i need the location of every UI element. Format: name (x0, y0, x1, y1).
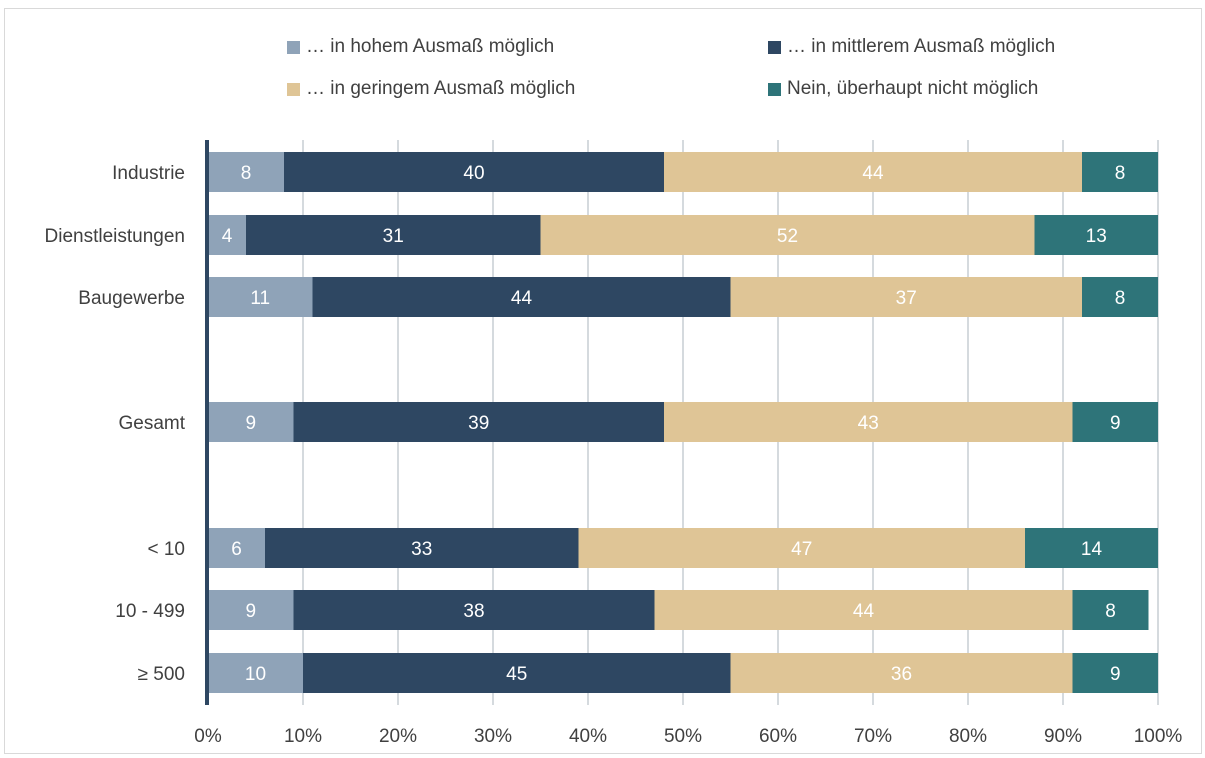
data-label: 9 (245, 413, 256, 434)
bar-segment (1082, 277, 1158, 317)
bar-segment (303, 653, 731, 693)
bar-segment (208, 653, 303, 693)
data-label: 31 (383, 226, 404, 247)
bar-segment (208, 215, 246, 255)
legend-item-geringem: … in geringem Ausmaß möglich (287, 78, 575, 100)
data-label: 37 (896, 288, 917, 309)
x-tick-label: 60% (759, 726, 797, 747)
data-label: 9 (1110, 413, 1121, 434)
data-label: 33 (411, 539, 432, 560)
bar-segment (246, 215, 541, 255)
bar-segment (293, 590, 655, 630)
bar-segment (284, 152, 664, 192)
data-label: 40 (463, 163, 484, 184)
legend-label-mittlerem: … in mittlerem Ausmaß möglich (787, 36, 1056, 57)
bar-segment (312, 277, 731, 317)
data-label: 38 (463, 601, 484, 622)
bar-segment (1072, 653, 1158, 693)
bar-segment (265, 528, 579, 568)
data-label: 45 (506, 664, 527, 685)
data-label: 39 (468, 413, 489, 434)
data-label: 44 (511, 288, 533, 309)
data-label: 11 (250, 288, 270, 309)
x-tick-label: 50% (664, 726, 702, 747)
x-tick-label: 90% (1044, 726, 1082, 747)
data-label: 6 (231, 539, 242, 560)
data-label: 52 (777, 226, 798, 247)
legend-swatch-mittlerem (768, 40, 781, 54)
bar-segment (208, 528, 265, 568)
legend-swatch-geringem (287, 82, 300, 96)
bar-segment (1082, 152, 1158, 192)
legend-label-hohem: … in hohem Ausmaß möglich (306, 36, 555, 57)
data-label: 36 (891, 664, 912, 685)
x-tick-label: 70% (854, 726, 892, 747)
data-label: 44 (853, 601, 875, 622)
data-label: 8 (1105, 601, 1116, 622)
data-label: 8 (1115, 163, 1126, 184)
legend-item-hohem: … in hohem Ausmaß möglich (287, 36, 554, 58)
legend-swatch-nein (768, 82, 781, 96)
bar-segment (540, 215, 1035, 255)
x-tick-label: 10% (284, 726, 322, 747)
bar-segment (664, 152, 1082, 192)
data-label: 10 (245, 664, 266, 685)
bar-segment (1025, 528, 1158, 568)
legend-item-mittlerem: … in mittlerem Ausmaß möglich (768, 36, 1055, 58)
bar-segment (730, 653, 1073, 693)
bar-segment (1034, 215, 1158, 255)
data-label: 4 (222, 226, 233, 247)
data-label: 13 (1086, 226, 1107, 247)
data-label: 47 (791, 539, 812, 560)
bar-segment (293, 402, 664, 442)
data-label: 9 (1110, 664, 1121, 685)
data-label: 43 (858, 413, 879, 434)
category-label: Industrie (112, 163, 185, 184)
data-label: 8 (241, 163, 252, 184)
legend-label-geringem: … in geringem Ausmaß möglich (306, 78, 576, 99)
bar-segment (208, 152, 284, 192)
bar-segment (1072, 590, 1149, 630)
x-tick-label: 0% (194, 726, 222, 747)
bar-segment (208, 277, 313, 317)
category-label: ≥ 500 (138, 664, 185, 685)
data-label: 9 (245, 601, 256, 622)
bar-segment (1072, 402, 1158, 442)
bar-segment (730, 277, 1082, 317)
category-label: Baugewerbe (78, 288, 185, 309)
category-label: Gesamt (118, 413, 185, 434)
category-label: Dienstleistungen (45, 226, 185, 247)
data-label: 8 (1115, 288, 1126, 309)
legend-label-nein: Nein, überhaupt nicht möglich (787, 78, 1039, 99)
x-tick-label: 100% (1134, 726, 1183, 747)
x-tick-label: 30% (474, 726, 512, 747)
legend-item-nein: Nein, überhaupt nicht möglich (768, 78, 1038, 100)
bar-segment (654, 590, 1073, 630)
x-tick-label: 80% (949, 726, 987, 747)
bar-segment (664, 402, 1073, 442)
category-label: < 10 (147, 539, 185, 560)
bar-segment (578, 528, 1025, 568)
x-tick-label: 20% (379, 726, 417, 747)
data-label: 44 (862, 163, 884, 184)
category-label: 10 - 499 (115, 601, 185, 622)
x-tick-label: 40% (569, 726, 607, 747)
bar-segment (208, 590, 294, 630)
bar-segment (208, 402, 294, 442)
legend-swatch-hohem (287, 40, 300, 54)
data-label: 14 (1081, 539, 1103, 560)
